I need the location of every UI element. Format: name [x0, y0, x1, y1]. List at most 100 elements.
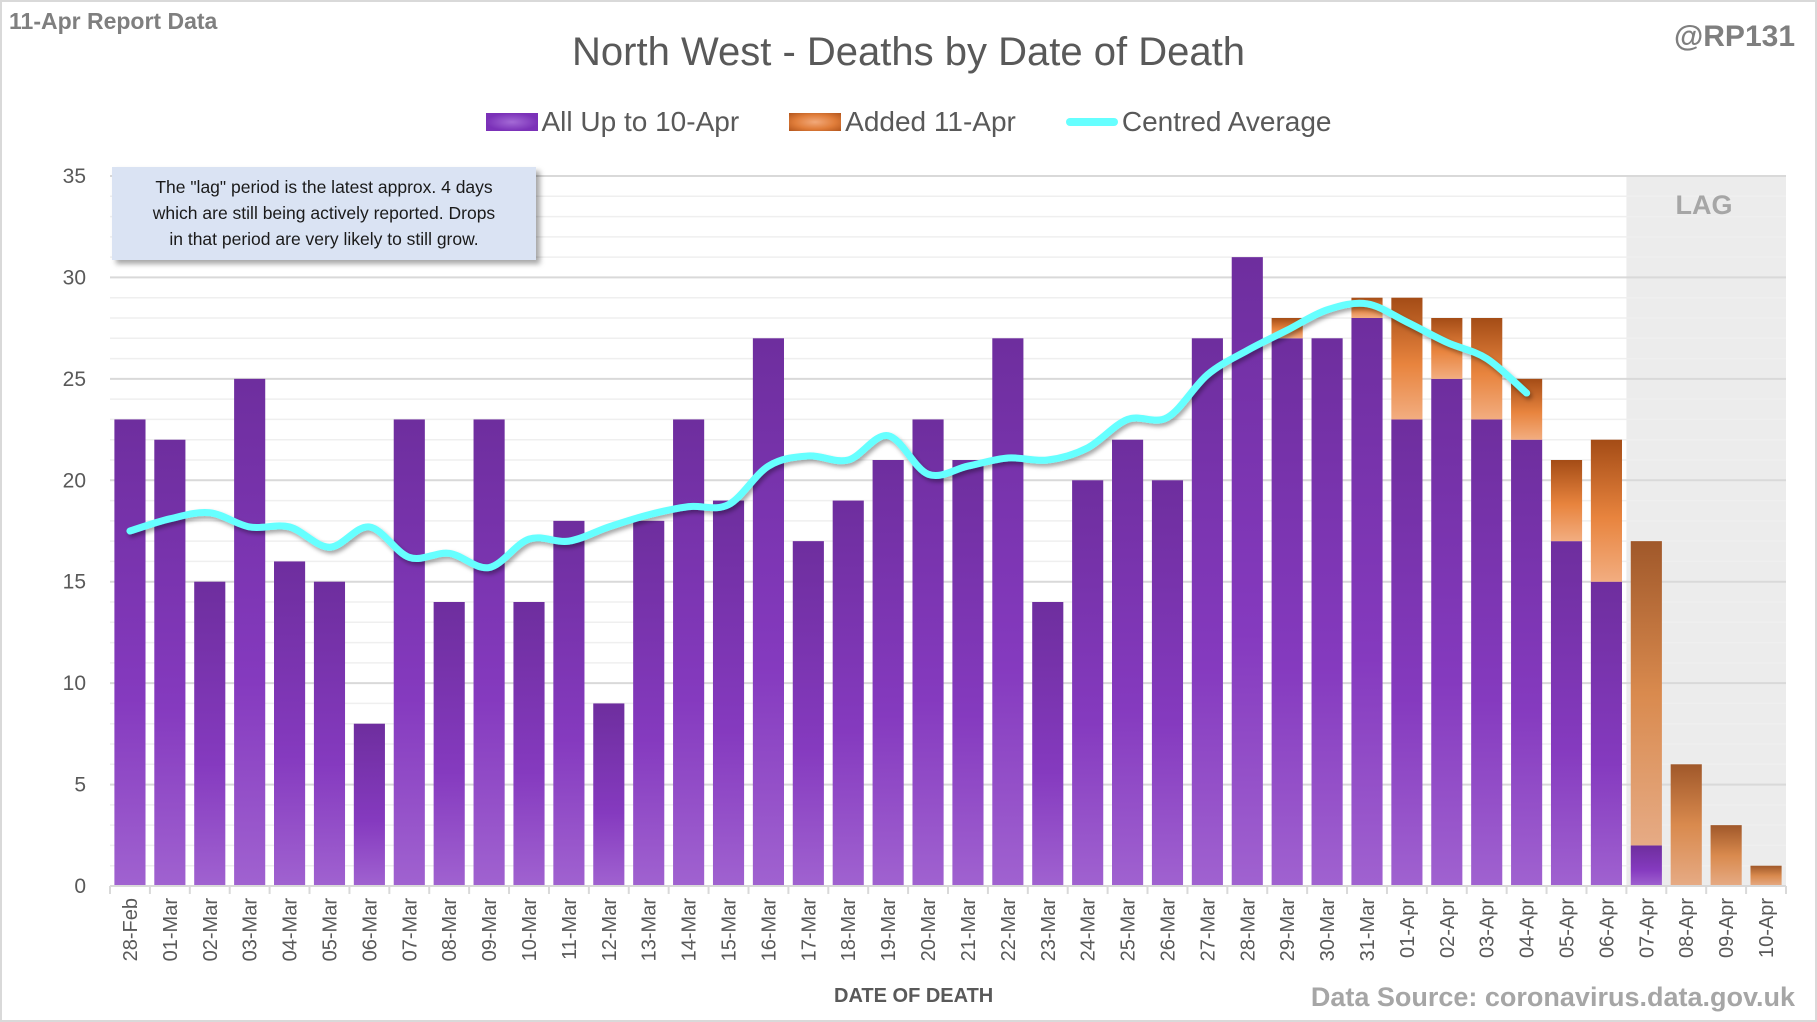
x-tick-label: 14-Mar — [679, 898, 701, 962]
x-tick-label: 08-Apr — [1676, 898, 1698, 958]
x-tick-label: 24-Mar — [1078, 898, 1100, 962]
bar-all-up-to-10-apr — [673, 419, 705, 886]
legend-label: Added 11-Apr — [845, 106, 1016, 137]
x-tick-label: 21-Mar — [958, 898, 980, 962]
cyan-line-swatch-icon — [1065, 118, 1118, 126]
bar-all-up-to-10-apr — [1191, 338, 1223, 886]
bar-all-up-to-10-apr — [752, 338, 784, 886]
bar-all-up-to-10-apr — [1351, 318, 1383, 886]
callout-line: The "lag" period is the latest approx. 4… — [155, 177, 493, 197]
centred-average-line — [126, 299, 1531, 572]
x-tick-label: 16-Mar — [758, 898, 780, 962]
legend-item-average: Centred Average — [1065, 106, 1332, 138]
bar-all-up-to-10-apr — [633, 520, 665, 886]
x-tick-label: 31-Mar — [1357, 898, 1379, 962]
x-tick-label: 30-Mar — [1317, 898, 1339, 962]
legend-label: Centred Average — [1121, 106, 1332, 137]
purple-bar-swatch-icon — [485, 113, 538, 131]
bar-all-up-to-10-apr — [1112, 439, 1144, 886]
bar-all-up-to-10-apr — [912, 419, 944, 886]
bar-all-up-to-10-apr — [114, 419, 146, 886]
x-tick-label: 09-Mar — [479, 898, 501, 962]
bar-all-up-to-10-apr — [433, 602, 465, 886]
y-tick-label: 5 — [74, 774, 86, 797]
x-tick-label: 12-Mar — [599, 898, 621, 962]
x-tick-label: 07-Apr — [1636, 898, 1658, 958]
x-tick-label: 20-Mar — [918, 898, 940, 962]
callout-line: which are still being actively reported.… — [152, 203, 496, 223]
x-tick-label: 19-Mar — [878, 898, 900, 962]
report-label: 11-Apr Report Data — [9, 8, 218, 34]
x-tick-label: 04-Apr — [1517, 898, 1539, 958]
bar-added-11-apr — [1511, 378, 1543, 440]
x-tick-label: 03-Mar — [240, 898, 262, 962]
bar-all-up-to-10-apr — [1311, 338, 1343, 886]
bar-all-up-to-10-apr — [353, 723, 385, 886]
x-tick-label: 22-Mar — [998, 898, 1020, 962]
x-tick-label: 09-Apr — [1716, 898, 1738, 958]
x-tick-label: 10-Mar — [519, 898, 541, 962]
legend-item-all-up-to: All Up to 10-Apr — [485, 106, 740, 138]
callout-line: in that period are very likely to still … — [169, 229, 479, 249]
bar-all-up-to-10-apr — [1550, 541, 1583, 886]
x-tick-label: 08-Mar — [439, 898, 461, 962]
x-tick-label: 01-Mar — [160, 898, 182, 962]
bar-all-up-to-10-apr — [832, 500, 864, 886]
bar-added-11-apr — [1750, 865, 1782, 886]
x-tick-label: 02-Apr — [1437, 898, 1459, 958]
x-tick-label: 10-Apr — [1756, 898, 1778, 958]
lag-label: LAG — [1675, 190, 1733, 220]
x-tick-label: 23-Mar — [1038, 898, 1060, 962]
bar-all-up-to-10-apr — [1391, 419, 1423, 886]
bar-all-up-to-10-apr — [1511, 439, 1543, 886]
bar-all-up-to-10-apr — [393, 419, 425, 886]
bar-added-11-apr — [1590, 439, 1622, 582]
bar-all-up-to-10-apr — [1471, 419, 1503, 886]
x-tick-label: 15-Mar — [719, 898, 741, 962]
y-tick-label: 30 — [63, 266, 86, 289]
x-tick-label: 07-Mar — [399, 898, 421, 962]
legend-label: All Up to 10-Apr — [541, 106, 740, 137]
x-tick-label: 04-Mar — [280, 898, 302, 962]
bar-added-11-apr — [1710, 825, 1742, 886]
lag-explanation-callout: The "lag" period is the latest approx. 4… — [112, 167, 536, 260]
bar-all-up-to-10-apr — [992, 338, 1024, 886]
bar-all-up-to-10-apr — [1431, 378, 1463, 886]
bar-all-up-to-10-apr — [473, 419, 505, 886]
y-tick-label: 35 — [63, 165, 86, 188]
bar-all-up-to-10-apr — [553, 520, 585, 886]
x-tick-label: 18-Mar — [838, 898, 860, 962]
bar-all-up-to-10-apr — [872, 460, 904, 886]
y-tick-label: 10 — [63, 672, 86, 695]
x-tick-label: 02-Mar — [200, 898, 222, 962]
x-tick-label: 06-Apr — [1596, 898, 1618, 958]
bar-all-up-to-10-apr — [952, 460, 984, 886]
bar-all-up-to-10-apr — [1072, 480, 1104, 886]
orange-bar-swatch-icon — [789, 113, 842, 131]
data-source: Data Source: coronavirus.data.gov.uk — [1310, 982, 1795, 1012]
x-tick-label: 28-Mar — [1237, 898, 1259, 962]
y-tick-label: 25 — [63, 368, 86, 391]
x-tick-label: 01-Apr — [1397, 898, 1419, 958]
x-tick-label: 17-Mar — [798, 898, 820, 962]
bar-all-up-to-10-apr — [1151, 480, 1184, 886]
legend-item-added: Added 11-Apr — [789, 106, 1016, 138]
x-axis-title: DATE OF DEATH — [834, 985, 994, 1007]
x-tick-label: 06-Mar — [359, 898, 381, 962]
bar-added-11-apr — [1630, 541, 1662, 846]
bar-all-up-to-10-apr — [234, 378, 266, 886]
bar-all-up-to-10-apr — [792, 541, 824, 886]
legend: All Up to 10-Apr Added 11-Apr Centred Av… — [0, 106, 1817, 138]
chart-title: North West - Deaths by Date of Death — [572, 30, 1245, 74]
bar-all-up-to-10-apr — [1271, 338, 1303, 886]
x-tick-label: 26-Mar — [1157, 898, 1179, 962]
x-tick-label: 25-Mar — [1118, 898, 1140, 962]
bar-all-up-to-10-apr — [712, 500, 745, 886]
x-tick-label: 11-Mar — [559, 898, 581, 960]
bar-all-up-to-10-apr — [1032, 602, 1064, 886]
x-tick-label: 27-Mar — [1197, 898, 1219, 962]
y-tick-label: 20 — [63, 469, 86, 492]
x-tick-label: 05-Apr — [1557, 898, 1579, 958]
